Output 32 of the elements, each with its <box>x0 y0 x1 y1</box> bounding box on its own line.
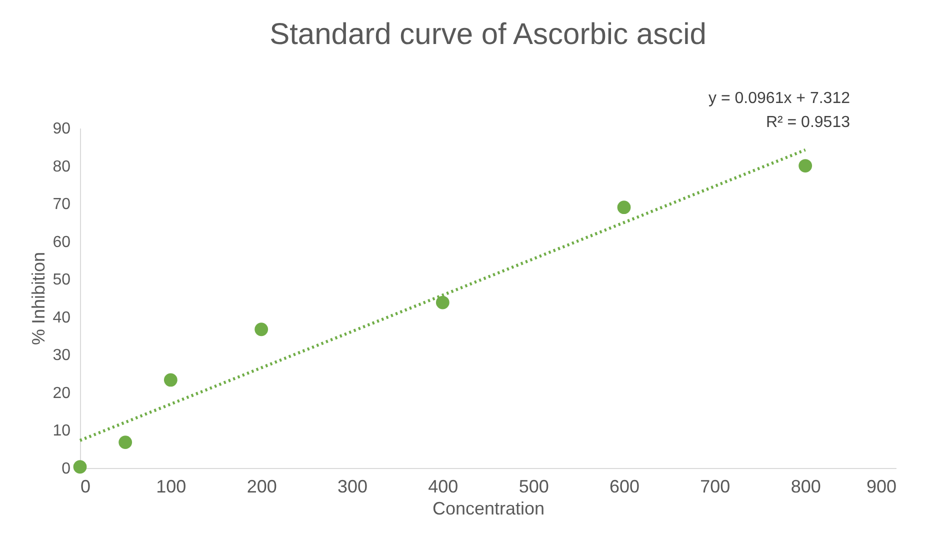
y-tick-label: 20 <box>52 384 71 402</box>
point <box>254 322 268 336</box>
x-tick-label: 0 <box>80 476 91 496</box>
y-tick-label: 50 <box>52 272 71 289</box>
x-tick-label: 700 <box>700 476 730 496</box>
x-tick-label: 200 <box>246 476 277 496</box>
x-tick-label: 400 <box>428 476 458 496</box>
point <box>118 436 132 450</box>
y-tick-label: 10 <box>52 422 71 440</box>
x-tick-label: 100 <box>156 476 186 496</box>
text: y = 0.0961x + 7.312 <box>708 90 850 107</box>
x-tick-label: 800 <box>790 476 821 496</box>
y-tick-label: 90 <box>52 120 71 138</box>
y-tick-label: 60 <box>52 234 71 251</box>
chart-title: Standard curve of Ascorbic ascid <box>270 18 706 51</box>
point <box>73 460 87 474</box>
y-axis-title: % Inhibition <box>28 252 49 346</box>
y-tick-label: 70 <box>52 196 71 214</box>
point <box>617 200 631 214</box>
x-tick-label: 500 <box>518 476 549 496</box>
x-axis-title: Concentration <box>432 498 545 518</box>
y-tick-label: 80 <box>52 158 71 176</box>
point <box>164 373 178 387</box>
point <box>436 296 450 310</box>
annotation: R² = 0.9513 <box>766 114 850 131</box>
y-tick-label: 0 <box>62 460 71 478</box>
point <box>798 159 812 172</box>
x-tick-label: 900 <box>866 476 896 496</box>
y-tick-label: 40 <box>52 309 71 326</box>
y-tick-label: 30 <box>52 347 71 364</box>
x-tick-label: 300 <box>337 476 368 496</box>
x-tick-label: 600 <box>609 476 640 496</box>
